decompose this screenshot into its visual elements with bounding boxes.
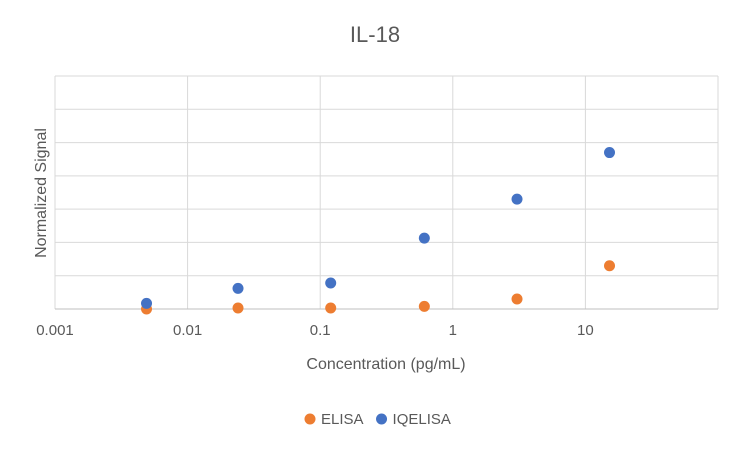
point-elisa-1 (232, 302, 244, 314)
x-tick-labels: 0.001 0.01 0.1 1 10 (36, 322, 594, 339)
point-iqelisa-2 (325, 277, 337, 289)
legend: ELISA IQELISA (304, 411, 451, 428)
legend-marker-elisa (304, 413, 316, 425)
point-elisa-5 (604, 260, 616, 272)
point-iqelisa-0 (141, 297, 153, 309)
legend-label-elisa: ELISA (321, 411, 364, 428)
point-elisa-3 (418, 300, 430, 312)
x-tick-label-0: 0.001 (36, 322, 74, 339)
data-points (141, 147, 616, 315)
chart-title: IL-18 (350, 22, 400, 47)
point-iqelisa-4 (511, 193, 523, 205)
point-iqelisa-5 (604, 147, 616, 159)
gridlines (54, 75, 719, 310)
x-tick-label-1: 0.01 (173, 322, 202, 339)
x-tick-label-4: 10 (577, 322, 594, 339)
x-axis-title: Concentration (pg/mL) (306, 356, 465, 373)
point-iqelisa-1 (232, 282, 244, 294)
legend-label-iqelisa: IQELISA (393, 411, 451, 428)
x-tick-label-3: 1 (449, 322, 457, 339)
point-elisa-2 (325, 302, 337, 314)
legend-marker-iqelisa (376, 413, 388, 425)
y-axis-title: Normalized Signal (33, 128, 50, 258)
x-tick-label-2: 0.1 (310, 322, 331, 339)
point-iqelisa-3 (418, 232, 430, 244)
point-elisa-4 (511, 293, 523, 305)
